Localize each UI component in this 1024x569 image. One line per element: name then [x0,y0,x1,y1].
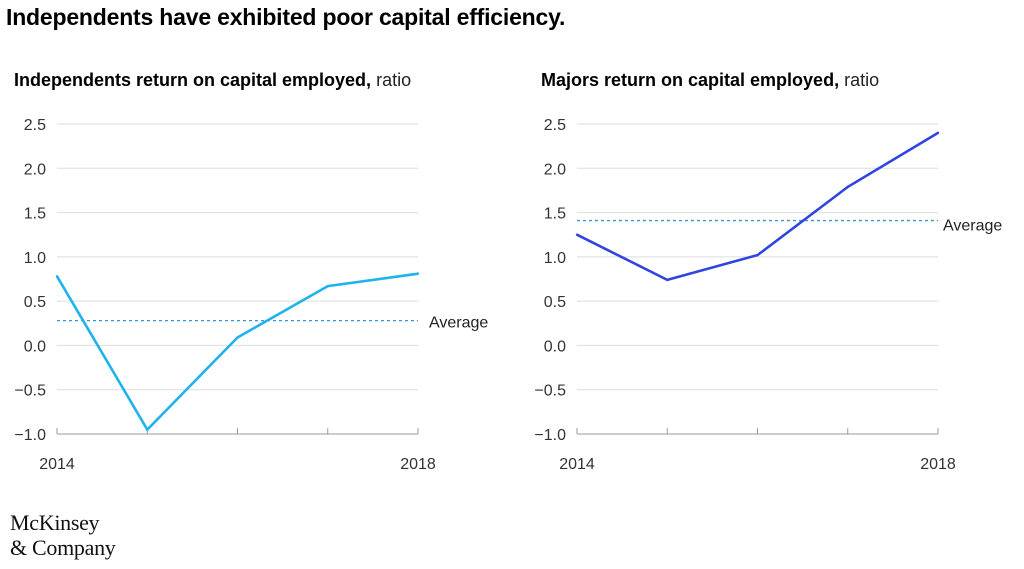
y-tick-label: 1.0 [544,250,566,267]
chart-title-majors: Majors return on capital employed, ratio [541,70,879,91]
y-tick-label: 0.5 [24,294,46,311]
data-point [146,428,149,431]
chart-title-text: Majors return on capital employed, [541,70,840,90]
page-title: Independents have exhibited poor capital… [6,4,566,30]
logo-line-1: McKinsey [10,510,100,535]
data-point [236,336,239,339]
chart-title-unit: ratio [844,70,880,90]
y-tick-label: 0.5 [544,294,566,311]
chart-title-text: Independents return on capital employed, [14,70,372,90]
series-line [576,131,939,282]
y-tick-label: 2.0 [544,161,566,178]
y-tick-label: 0.0 [24,338,46,355]
average-label: Average [429,315,488,332]
y-tick-label: 1.5 [544,206,566,223]
data-point [416,272,420,275]
mckinsey-logo: McKinsey & Company [10,510,116,560]
y-tick-label: −1.0 [14,427,46,444]
data-point [575,233,579,236]
y-tick-label: 0.0 [544,338,566,355]
x-tick-label: 2014 [39,456,75,473]
y-tick-label: 1.0 [24,250,46,267]
series-line [55,272,419,432]
data-point [846,185,849,189]
chart-title-unit: ratio [376,70,412,90]
y-tick-label: 2.0 [24,161,46,178]
x-tick-label: 2018 [400,456,436,473]
chart-independents: 2.5 2.0 1.5 1.0 0.5 0.0 −0.5 −1.0 2014 2018 Averag… [14,117,488,473]
x-tick-label: 2014 [559,456,595,473]
data-point [55,275,59,278]
x-tick-label: 2018 [920,456,956,473]
logo-line-2: & Company [10,535,116,560]
y-tick-label: 2.5 [544,117,566,134]
data-point [936,131,940,135]
y-tick-label: 1.5 [24,206,46,223]
y-tick-label: −0.5 [534,383,566,400]
chart-majors: 2.5 2.0 1.5 1.0 0.5 0.0 −0.5 −1.0 2014 2018 Averag… [534,117,1002,473]
average-label: Average [943,218,1002,235]
y-tick-label: −1.0 [534,427,566,444]
data-point [666,278,669,282]
data-point [326,284,329,288]
chart-title-independents: Independents return on capital employed,… [14,70,411,91]
y-tick-label: 2.5 [24,117,46,134]
y-tick-label: −0.5 [14,383,46,400]
data-point [756,253,759,257]
